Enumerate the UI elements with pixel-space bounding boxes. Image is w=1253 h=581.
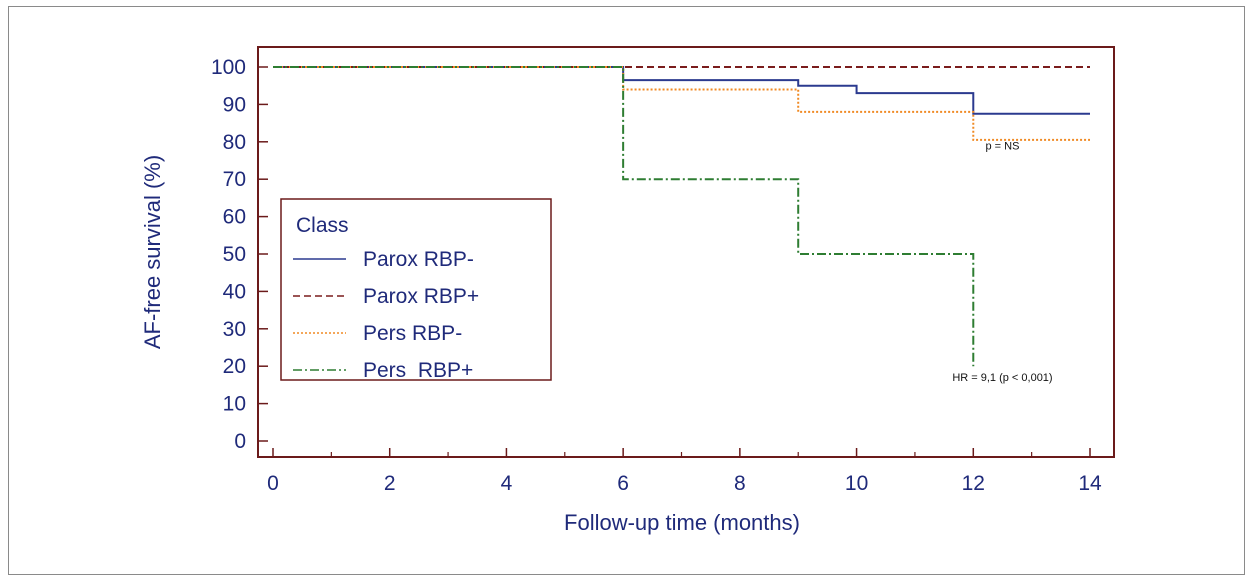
legend-label-4: Pers RBP+ xyxy=(363,359,473,382)
legend-box xyxy=(280,198,552,381)
y-tick-label: 0 xyxy=(234,430,246,453)
y-tick-label: 10 xyxy=(223,393,246,416)
annotations: p = NS HR = 9,1 (p < 0,001) xyxy=(952,140,1052,384)
y-tick-label: 80 xyxy=(223,131,246,154)
legend-title: Class xyxy=(296,214,349,237)
series-line-3 xyxy=(273,66,1090,141)
x-tick-label: 4 xyxy=(501,472,513,495)
y-tick-label: 70 xyxy=(223,168,246,191)
y-axis-title: AF-free survival (%) xyxy=(140,155,165,349)
annotation-1: p = NS xyxy=(985,140,1019,152)
y-tick-label: 60 xyxy=(223,206,246,229)
y-tick-label: 100 xyxy=(211,56,246,79)
x-tick-label: 12 xyxy=(962,472,985,495)
x-tick-label: 8 xyxy=(734,472,746,495)
series-line-4 xyxy=(273,66,975,367)
series-lines xyxy=(273,66,1090,367)
x-axis-title: Follow-up time (months) xyxy=(564,510,800,535)
y-tick-label: 50 xyxy=(223,243,246,266)
plot-area-border xyxy=(257,46,1115,458)
x-tick-label: 10 xyxy=(845,472,868,495)
axes: 0 2 4 6 8 10 12 14 0 10 20 30 40 50 60 70 80 90 100 xyxy=(211,56,1102,495)
y-tick-label: 90 xyxy=(223,93,246,116)
y-tick-label: 40 xyxy=(223,280,246,303)
x-tick-label: 2 xyxy=(384,472,396,495)
legend-label-1: Parox RBP- xyxy=(363,248,474,271)
x-tick-label: 0 xyxy=(267,472,279,495)
y-tick-label: 20 xyxy=(223,355,246,378)
series-line-1 xyxy=(273,66,1090,115)
x-tick-label: 14 xyxy=(1078,472,1102,495)
annotation-2: HR = 9,1 (p < 0,001) xyxy=(952,372,1052,384)
figure-frame xyxy=(8,6,1245,575)
legend-label-3: Pers RBP- xyxy=(363,322,462,345)
legend-label-2: Parox RBP+ xyxy=(363,285,479,308)
x-tick-label: 6 xyxy=(617,472,629,495)
y-tick-label: 30 xyxy=(223,318,246,341)
legend: Class Parox RBP- Parox RBP+ Pers RBP- Pers R… xyxy=(280,198,552,382)
